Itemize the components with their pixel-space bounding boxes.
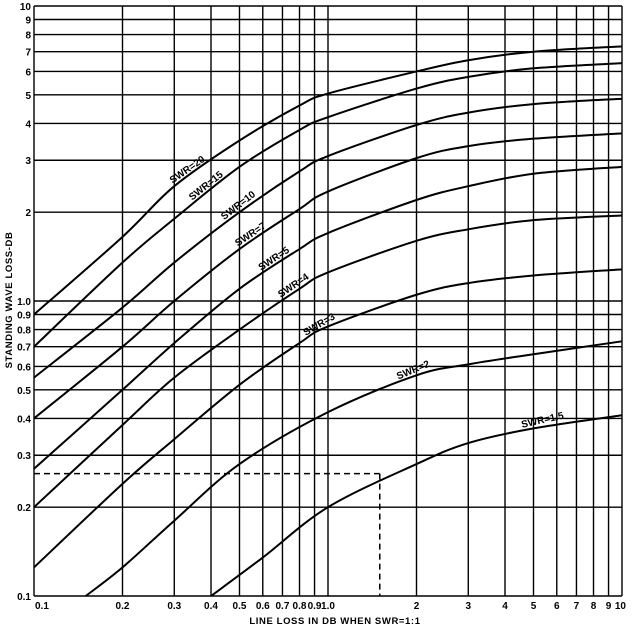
x-tick-label: 2: [414, 601, 420, 612]
y-tick-label: 0.1: [17, 592, 31, 603]
y-tick-label: 7: [25, 48, 31, 59]
y-axis-title: STANDING WAVE LOSS-DB: [4, 232, 15, 369]
x-tick-label: 7: [574, 601, 580, 612]
x-tick-label: 8: [591, 601, 597, 612]
y-tick-label: 5: [25, 91, 31, 102]
swr-curve-label: SWR=4: [276, 272, 311, 301]
y-tick-label: 0.5: [17, 386, 31, 397]
y-tick-label: 0.8: [17, 326, 31, 337]
x-tick-label: 4: [502, 601, 508, 612]
y-tick-labels: 0.1 0.2 0.3 0.4 0.5 0.6 0.7 0.8 0.9 1.0 2 3 4 5 6 7 8 9 10: [17, 2, 31, 603]
x-tick-label: 6: [554, 601, 560, 612]
x-tick-label: 5: [531, 601, 537, 612]
x-tick-label: 0.8: [293, 601, 307, 612]
x-axis-title: LINE LOSS IN DB WHEN SWR=1:1: [249, 616, 420, 627]
grid-lines: [33, 5, 623, 597]
swr-curve-label: SWR=2: [395, 359, 432, 383]
y-tick-label: 10: [20, 2, 32, 13]
y-tick-label: 0.4: [17, 414, 31, 425]
x-tick-label: 0.9: [308, 601, 322, 612]
swr-curve-label: SWR=10: [219, 189, 258, 223]
swr-curve: [33, 45, 623, 316]
swr-curve: [33, 214, 623, 508]
y-tick-label: 4: [25, 119, 31, 130]
y-tick-label: 0.2: [17, 503, 31, 514]
y-tick-label: 2: [25, 208, 31, 219]
x-tick-label: 0.2: [116, 601, 130, 612]
y-tick-label: 0.3: [17, 451, 31, 462]
swr-curve: [33, 268, 623, 569]
reference-dashed-lines: [34, 472, 381, 596]
y-tick-label: 0.6: [17, 362, 31, 373]
y-tick-label: 3: [25, 156, 31, 167]
x-tick-labels: 0.1 0.2 0.3 0.4 0.5 0.6 0.7 0.8 0.9 1.0 2 3 4 5 6 7 8 9 10: [35, 601, 626, 612]
x-tick-label: 0.6: [256, 601, 270, 612]
y-tick-label: 9: [25, 15, 31, 26]
x-tick-label: 10: [615, 601, 627, 612]
x-tick-label: 0.5: [233, 601, 247, 612]
y-tick-label: 8: [25, 31, 31, 42]
swr-curve: [33, 97, 623, 379]
swr-curve: [33, 165, 623, 470]
y-tick-label: 1.0: [17, 297, 31, 308]
swr-curve: [33, 132, 623, 420]
swr-curve: [33, 62, 623, 348]
swr-curve: [85, 340, 623, 597]
x-tick-label: 9: [606, 601, 612, 612]
swr-curve-label: SWR=5: [257, 245, 292, 274]
x-tick-label: 0.7: [276, 601, 290, 612]
y-tick-label: 0.7: [17, 343, 31, 354]
x-tick-label: 0.1: [35, 601, 49, 612]
swr-curve: [210, 414, 623, 597]
x-tick-label: 1.0: [321, 601, 335, 612]
x-tick-label: 0.3: [167, 601, 181, 612]
y-tick-label: 6: [25, 67, 31, 78]
swr-curve-label: SWR=15: [187, 169, 226, 203]
x-tick-label: 0.4: [204, 601, 218, 612]
y-tick-label: 0.9: [17, 310, 31, 321]
x-tick-label: 3: [465, 601, 471, 612]
